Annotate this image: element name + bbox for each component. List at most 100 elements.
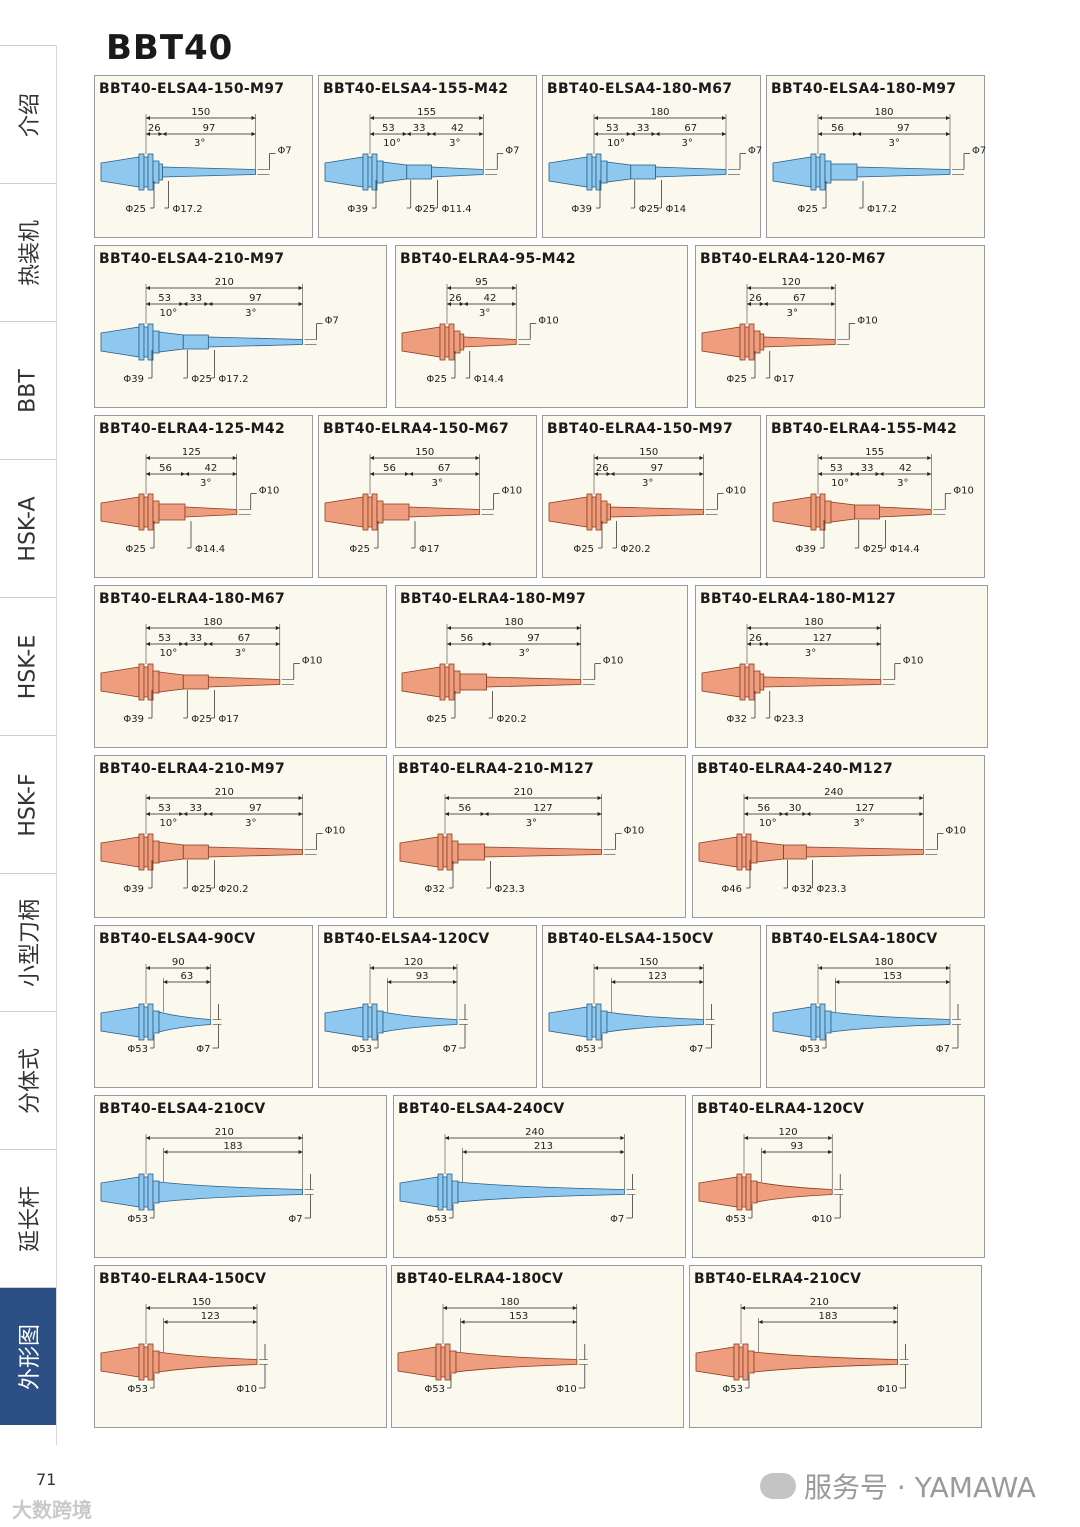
sidebar-tab-extension[interactable]: 延长杆 bbox=[0, 1149, 56, 1287]
diameter-label: Φ39 bbox=[795, 544, 816, 555]
flange-ring bbox=[435, 1343, 442, 1381]
segment-dim-arrow bbox=[818, 132, 822, 136]
segment-dim-arrow bbox=[232, 472, 237, 476]
total-length-dim-arrow bbox=[512, 286, 517, 290]
total-length-dim-arrow bbox=[370, 116, 374, 120]
segment-dim-arrow bbox=[146, 302, 150, 306]
total-length-dim-arrow bbox=[699, 966, 704, 970]
flange-ring bbox=[138, 1173, 145, 1211]
flange-neck bbox=[152, 1180, 160, 1204]
flange-ring bbox=[371, 1003, 378, 1041]
diameter-label: Φ25 bbox=[125, 544, 146, 555]
sidebar-tab-intro[interactable]: 介绍 bbox=[0, 45, 56, 183]
category-sidebar: 介绍 热装机 BBT HSK-A HSK-E HSK-F 小型刀柄 分体式 延长… bbox=[0, 45, 57, 1445]
cylinder-section bbox=[457, 843, 485, 861]
tip-diameter-label: Φ7 bbox=[443, 1044, 457, 1055]
flange-neck bbox=[152, 670, 160, 694]
segment-dim-arrow bbox=[427, 132, 432, 136]
tool-drawing-card: BBT40-ELRA4-150CV 150 123 Φ53 Φ10 bbox=[94, 1265, 387, 1428]
tool-drawing: 240 213 Φ53 Φ7 bbox=[399, 1127, 636, 1225]
tip-diameter-label: Φ10 bbox=[624, 826, 645, 837]
segment-dim-arrow bbox=[146, 472, 150, 476]
segment-dim-label: 123 bbox=[648, 971, 667, 982]
segment-dim-label: 33 bbox=[637, 123, 650, 134]
diameter-label: Φ17 bbox=[218, 714, 239, 725]
flange-ring bbox=[586, 1003, 593, 1041]
tool-drawing: 180 153 Φ53 Φ10 bbox=[397, 1297, 588, 1395]
total-length-dim-arrow bbox=[146, 456, 150, 460]
tip-diameter-label: Φ7 bbox=[972, 146, 986, 157]
slim-taper-body bbox=[158, 1011, 211, 1033]
segment-dim-arrow bbox=[783, 812, 788, 816]
model-code: BBT40-ELRA4-180-M97 bbox=[400, 591, 586, 607]
tip-diameter-label: Φ10 bbox=[726, 486, 747, 497]
segment-dim-arrow bbox=[208, 642, 213, 646]
total-length-dim-arrow bbox=[298, 796, 303, 800]
flange-ring bbox=[595, 1003, 602, 1041]
segment-dim-arrow bbox=[744, 812, 748, 816]
segment-dim-arrow bbox=[445, 812, 449, 816]
total-length-dim-label: 150 bbox=[639, 957, 658, 968]
cylinder-section bbox=[783, 844, 807, 860]
taper-shank bbox=[100, 496, 140, 528]
tool-drawing-card: BBT40-ELSA4-90CV 90 63 Φ53 Φ7 bbox=[94, 925, 313, 1088]
sidebar-tab-hsk-f[interactable]: HSK-F bbox=[0, 735, 56, 873]
sidebar-tab-bbt[interactable]: BBT bbox=[0, 321, 56, 459]
total-length-dim-label: 210 bbox=[215, 787, 234, 798]
sidebar-tab-shrink-machine[interactable]: 热装机 bbox=[0, 183, 56, 321]
cone-section bbox=[158, 331, 184, 353]
flange-groove bbox=[741, 1176, 747, 1208]
total-length-dim-label: 210 bbox=[514, 787, 533, 798]
total-length-dim-label: 240 bbox=[824, 787, 843, 798]
total-length-dim-label: 210 bbox=[215, 277, 234, 288]
sidebar-tab-hsk-e[interactable]: HSK-E bbox=[0, 597, 56, 735]
segment-dim-arrow bbox=[480, 812, 485, 816]
total-length-dim-arrow bbox=[919, 796, 924, 800]
sidebar-tab-split-type[interactable]: 分体式 bbox=[0, 1011, 56, 1149]
segment-dim-arrow bbox=[927, 472, 932, 476]
segment-dim-arrow bbox=[630, 132, 635, 136]
tool-drawing-card: BBT40-ELRA4-210-M127 210 56 127 3° Φ32 Φ23.3 Φ1… bbox=[393, 755, 686, 918]
diameter-label: Φ25 bbox=[639, 204, 660, 215]
segment-dim-arrow bbox=[779, 812, 784, 816]
segment-dim-arrow bbox=[606, 472, 611, 476]
angle-label: 3° bbox=[889, 138, 900, 149]
total-length-dim-label: 150 bbox=[415, 447, 434, 458]
total-length-dim-arrow bbox=[232, 456, 237, 460]
cone-section bbox=[606, 161, 632, 183]
segment-dim-label: 33 bbox=[189, 803, 202, 814]
sidebar-tab-small-holder[interactable]: 小型刀柄 bbox=[0, 873, 56, 1011]
diameter-label: Φ39 bbox=[571, 204, 592, 215]
flange-ring bbox=[733, 1343, 740, 1381]
cylinder-section bbox=[759, 673, 765, 691]
segment-dim-label: 97 bbox=[203, 123, 216, 134]
segment-dim-label: 42 bbox=[484, 293, 497, 304]
tool-drawing: 210 53 33 97 10° 3° Φ39 Φ25 Φ20.2 Φ10 bbox=[100, 787, 345, 895]
model-code: BBT40-ELRA4-120CV bbox=[697, 1101, 865, 1117]
flange-ring bbox=[586, 493, 593, 531]
flange-ring bbox=[138, 1003, 145, 1041]
total-length-dim-arrow bbox=[831, 286, 836, 290]
flange-groove bbox=[744, 326, 750, 358]
tapered-nose bbox=[763, 336, 836, 348]
sidebar-tab-outline-drawing[interactable]: 外形图 bbox=[0, 1287, 56, 1425]
tool-drawing-card: BBT40-ELRA4-210-M97 210 53 33 97 10° 3° Φ39 Φ25 Φ… bbox=[94, 755, 387, 918]
segment-dim-arrow bbox=[594, 132, 598, 136]
segment-dim-arrow bbox=[431, 132, 436, 136]
flange-ring bbox=[444, 1343, 451, 1381]
model-code: BBT40-ELRA4-95-M42 bbox=[400, 251, 576, 267]
segment-dim-label: 67 bbox=[238, 633, 251, 644]
taper-shank bbox=[401, 326, 441, 358]
sidebar-tab-hsk-a[interactable]: HSK-A bbox=[0, 459, 56, 597]
slim-taper-body bbox=[455, 1351, 578, 1373]
diameter-label: Φ17.2 bbox=[173, 204, 203, 215]
segment-dim-arrow bbox=[183, 812, 188, 816]
segment-dim-label: 123 bbox=[201, 1311, 220, 1322]
tool-drawing-card: BBT40-ELRA4-150-M67 150 56 67 3° Φ25 Φ17 Φ10 bbox=[318, 415, 537, 578]
angle-label: 3° bbox=[805, 648, 816, 659]
segment-dim-label: 42 bbox=[899, 463, 912, 474]
taper-shank bbox=[772, 1006, 812, 1038]
segment-dim-arrow bbox=[850, 472, 855, 476]
flange-neck bbox=[152, 330, 160, 354]
segment-dim-arrow bbox=[185, 472, 189, 476]
